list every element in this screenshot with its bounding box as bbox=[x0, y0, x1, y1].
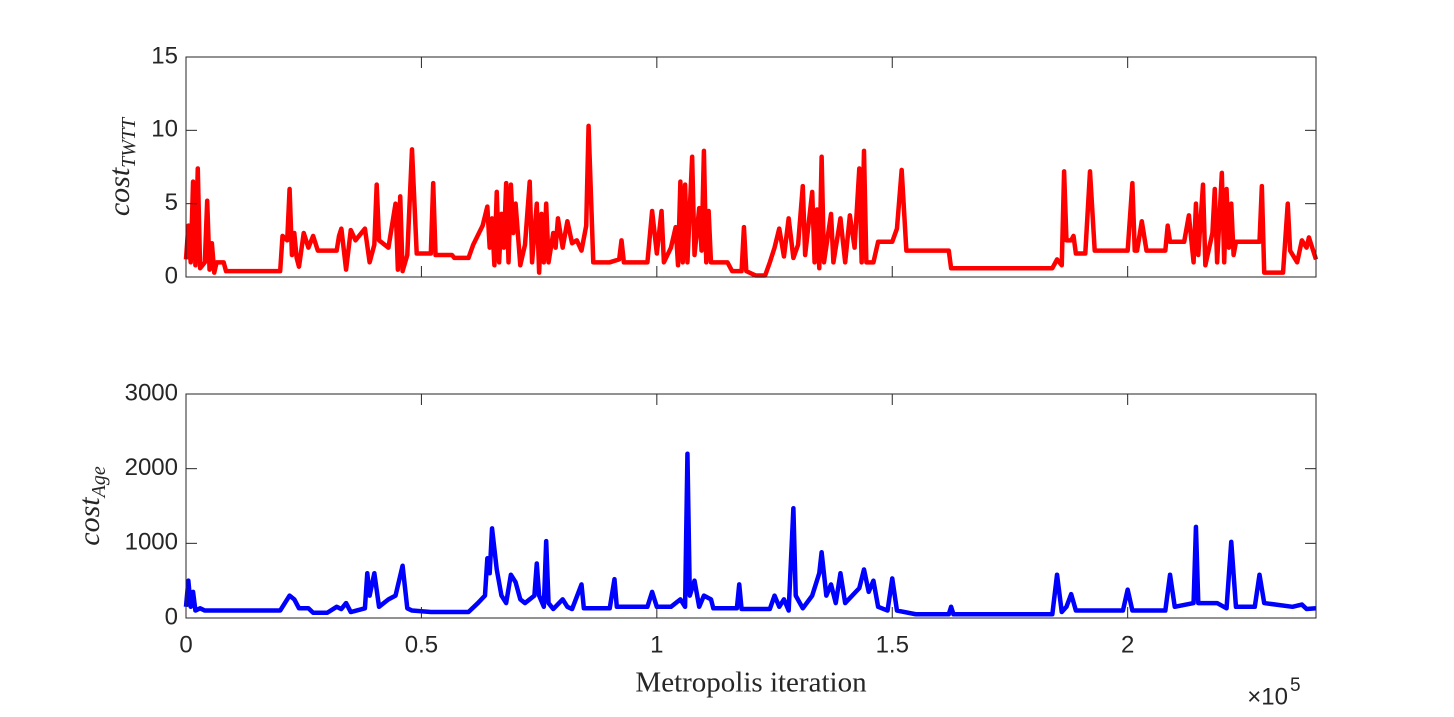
y-tick-label: 10 bbox=[151, 116, 178, 143]
data-line bbox=[183, 123, 1319, 278]
y-axis-label: costAge bbox=[73, 466, 110, 546]
y-tick-label: 5 bbox=[165, 189, 178, 216]
x-axis-label: Metropolis iteration bbox=[635, 667, 867, 699]
x-tick-label: 1.5 bbox=[876, 631, 909, 658]
axes-box bbox=[185, 393, 1317, 619]
x-multiplier-exponent: 5 bbox=[1290, 675, 1301, 696]
y-tick-label: 2000 bbox=[125, 454, 178, 481]
y-axis-label-main: cost bbox=[103, 167, 136, 216]
y-tick-label: 3000 bbox=[125, 379, 178, 406]
x-tick-label: 0.5 bbox=[405, 631, 438, 658]
y-tick-label: 0 bbox=[165, 262, 178, 289]
x-multiplier: ×10 bbox=[1247, 683, 1288, 710]
y-axis-label: costTWTT bbox=[103, 116, 140, 216]
x-tick-label: 2 bbox=[1121, 631, 1134, 658]
x-tick-label: 1 bbox=[650, 631, 663, 658]
y-tick-label: 1000 bbox=[125, 529, 178, 556]
data-line bbox=[183, 451, 1317, 617]
y-tick-label: 15 bbox=[151, 42, 178, 69]
x-tick-label: 0 bbox=[179, 631, 192, 658]
y-axis-label-subscript: TWTT bbox=[118, 116, 140, 168]
y-tick-label: 0 bbox=[165, 603, 178, 630]
y-axis-label-main: cost bbox=[73, 497, 106, 546]
axes-box bbox=[185, 56, 1317, 278]
y-axis-label-subscript: Age bbox=[88, 466, 110, 499]
